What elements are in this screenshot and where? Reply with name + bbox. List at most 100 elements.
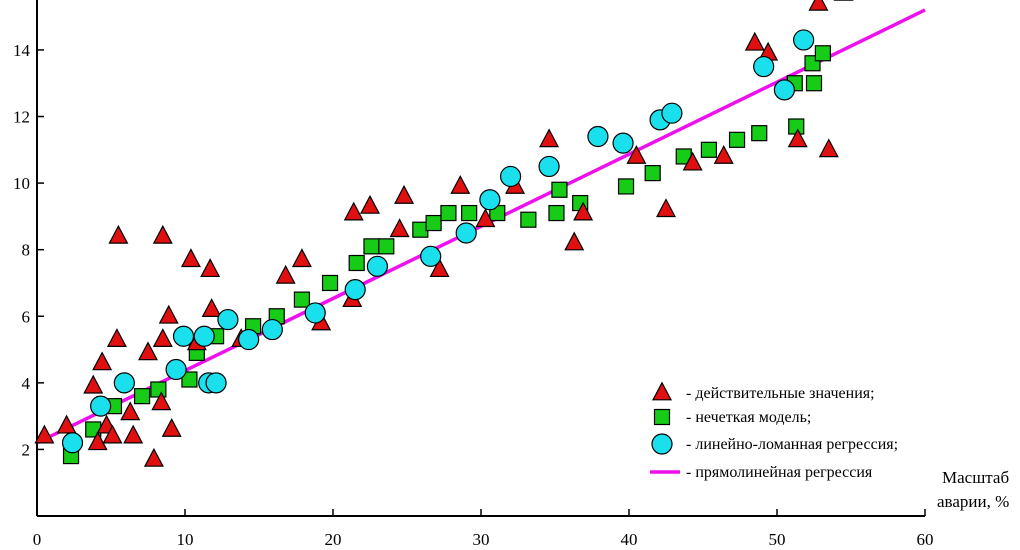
- square-point: [321, 274, 339, 292]
- triangle-point: [713, 144, 734, 164]
- square-point: [551, 181, 568, 198]
- y-tick-label: 14: [13, 41, 31, 60]
- square-point: [363, 238, 380, 255]
- circle-point: [344, 279, 366, 301]
- x-tick-label: 0: [33, 530, 42, 549]
- x-tick-label: 30: [473, 530, 490, 549]
- x-tick-label: 50: [769, 530, 786, 549]
- circle-point: [793, 29, 815, 51]
- circle-point: [165, 358, 187, 381]
- triangle-point: [343, 201, 364, 221]
- legend-triangle-swatch: [652, 381, 672, 401]
- square-point: [814, 45, 831, 62]
- triangle-point: [152, 328, 173, 347]
- circle-point: [261, 318, 283, 341]
- square-point: [700, 141, 718, 158]
- square-point: [520, 211, 537, 228]
- square-point: [461, 204, 478, 222]
- chart-marks: [34, 0, 926, 467]
- square-point: [440, 204, 457, 222]
- circle-point: [773, 79, 796, 101]
- circle-point: [661, 102, 683, 124]
- triangle-point: [120, 401, 141, 421]
- triangle-point: [106, 328, 127, 347]
- triangle-point: [152, 224, 173, 244]
- square-point: [425, 214, 442, 232]
- triangle-point: [573, 201, 594, 221]
- square-point: [805, 75, 823, 92]
- y-tick-label: 12: [13, 108, 30, 127]
- triangle-point: [34, 424, 55, 444]
- legend-label: - прямолинейная регрессия: [686, 464, 873, 481]
- x-tick-label: 10: [177, 530, 194, 549]
- triangle-point: [564, 231, 585, 251]
- square-point: [150, 381, 167, 398]
- square-point: [548, 204, 565, 222]
- x-tick-label: 20: [325, 530, 342, 549]
- triangle-point: [123, 424, 144, 444]
- legend-label: - действительные значения;: [686, 385, 875, 402]
- triangle-point: [201, 298, 222, 317]
- triangle-point: [83, 374, 104, 394]
- square-point: [644, 165, 661, 182]
- circle-point: [238, 328, 260, 351]
- triangle-point: [275, 264, 296, 284]
- legend: - действительные значения; - нечеткая мод…: [650, 381, 898, 481]
- square-point: [728, 131, 746, 148]
- y-tick-label: 2: [22, 440, 31, 459]
- circle-point: [217, 308, 239, 331]
- circle-point: [366, 255, 388, 277]
- triangle-point: [87, 431, 108, 451]
- square-point: [133, 388, 151, 405]
- triangle-point: [818, 138, 839, 158]
- triangle-point: [656, 198, 676, 218]
- circle-point: [420, 245, 442, 267]
- triangle-point: [429, 258, 450, 278]
- triangle-point: [787, 128, 808, 148]
- triangle-point: [808, 0, 829, 11]
- square-point: [348, 254, 365, 272]
- y-tick-label: 8: [22, 241, 31, 260]
- triangle-point: [102, 424, 123, 444]
- legend-label: - линейно-ломанная регрессия;: [686, 436, 898, 453]
- circle-point: [90, 395, 112, 417]
- triangle-point: [450, 174, 471, 194]
- square-point: [181, 371, 198, 388]
- square-point: [378, 238, 395, 255]
- triangle-point: [626, 144, 647, 164]
- triangle-point: [158, 304, 179, 324]
- circle-point: [753, 55, 775, 78]
- y-tick-label: 10: [13, 174, 30, 193]
- triangle-point: [56, 414, 77, 434]
- circle-point: [479, 189, 501, 211]
- triangle-point: [151, 391, 172, 411]
- x-axis-title-line-1: Масштаб: [942, 468, 1009, 487]
- triangle-point: [539, 128, 560, 148]
- legend-circle-swatch: [651, 433, 673, 455]
- legend-label: - нечеткая модель;: [686, 409, 811, 426]
- triangle-point: [394, 184, 415, 204]
- triangle-point: [161, 417, 182, 437]
- square-point: [751, 125, 768, 142]
- triangle-point: [138, 341, 158, 361]
- triangle-point: [108, 224, 129, 244]
- x-axis-title-line-2: аварии, %: [937, 492, 1009, 511]
- square-point: [617, 178, 635, 195]
- circle-point: [304, 302, 326, 324]
- x-tick-label: 40: [621, 530, 638, 549]
- triangle-point: [180, 248, 201, 268]
- triangle-point: [360, 194, 380, 214]
- axes: 0 10 20 30 40 50 60 2 4 6 8 10 12 14: [13, 0, 934, 549]
- triangle-point: [291, 248, 312, 268]
- triangle-point: [682, 151, 703, 171]
- triangle-point: [389, 218, 410, 238]
- circle-point: [587, 125, 609, 148]
- triangle-point: [143, 447, 164, 467]
- circle-point: [172, 325, 195, 347]
- triangle-point: [200, 258, 221, 278]
- circle-point: [612, 132, 634, 154]
- circle-point: [455, 222, 477, 244]
- x-tick-label: 60: [917, 530, 934, 549]
- circle-point: [538, 155, 560, 178]
